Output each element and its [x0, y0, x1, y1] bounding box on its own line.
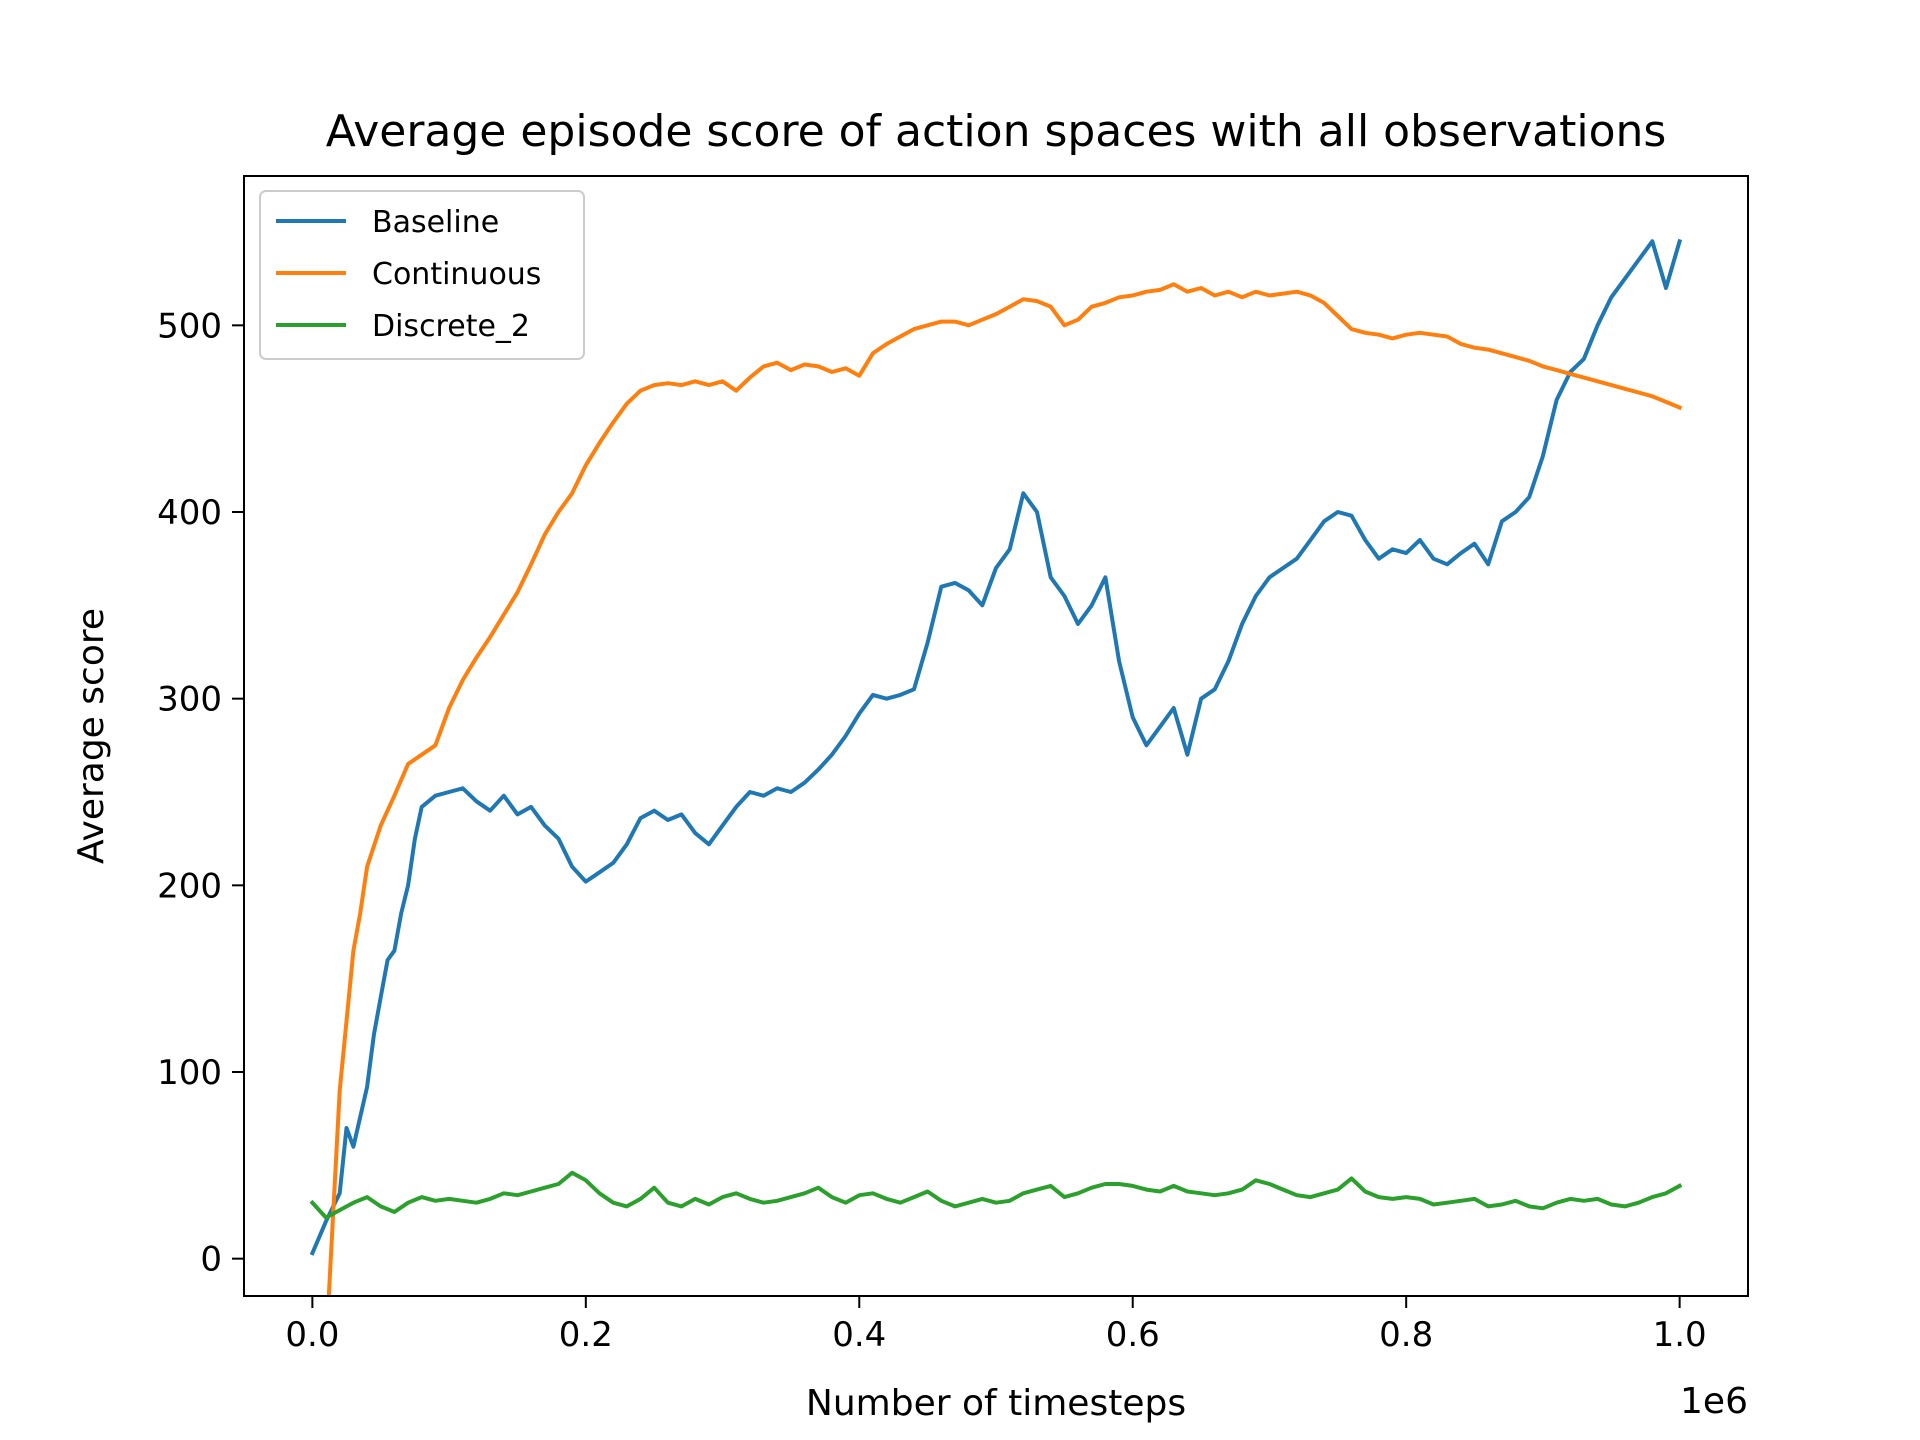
series-line-discrete-2 [309, 1170, 1683, 1220]
x-axis-title: Number of timesteps [806, 1383, 1186, 1424]
y-tick-label: 400 [157, 493, 222, 533]
chart-title: Average episode score of action spaces w… [326, 106, 1667, 157]
legend-label: Continuous [372, 257, 541, 292]
series-line-baseline [309, 238, 1683, 1256]
y-tick-label: 0 [200, 1240, 222, 1280]
legend-box [259, 190, 585, 360]
plot-area-frame [243, 175, 1749, 1297]
series-layer [309, 238, 1683, 1296]
y-tick-label: 500 [157, 306, 222, 346]
x-tick-label: 1.0 [1653, 1315, 1707, 1355]
y-tick-label: 300 [157, 680, 222, 720]
y-tick-label: 200 [157, 866, 222, 906]
legend: Baseline Continuous Discrete_2 [259, 190, 585, 360]
y-axis: 0 100 200 300 400 500 [157, 306, 244, 1280]
y-tick-label: 100 [157, 1053, 222, 1093]
x-tick-label: 0.2 [559, 1315, 613, 1355]
x-tick-label: 0.6 [1106, 1315, 1160, 1355]
series-line-continuous [326, 282, 1683, 1296]
x-tick-label: 0.4 [832, 1315, 886, 1355]
x-tick-label: 0.8 [1379, 1315, 1433, 1355]
y-axis-title: Average score [71, 608, 112, 864]
legend-label: Baseline [372, 205, 499, 240]
x-axis-offset-label: 1e6 [1680, 1381, 1748, 1422]
legend-label: Discrete_2 [372, 309, 530, 344]
x-axis: 0.0 0.2 0.4 0.6 0.8 1.0 [285, 1296, 1707, 1355]
x-tick-label: 0.0 [285, 1315, 339, 1355]
